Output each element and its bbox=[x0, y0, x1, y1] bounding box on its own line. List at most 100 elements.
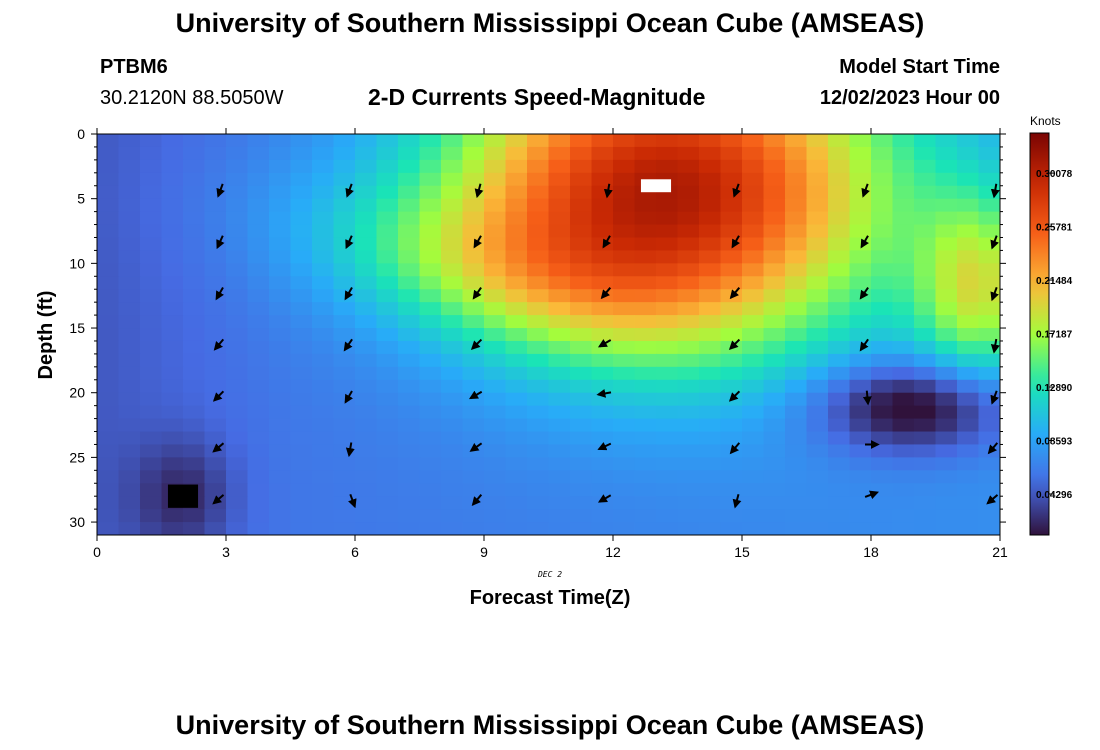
heatmap-cell bbox=[806, 509, 829, 523]
heatmap-cell bbox=[290, 366, 313, 381]
heatmap-cell bbox=[548, 405, 571, 420]
heatmap-cell bbox=[462, 237, 485, 252]
heatmap-cell bbox=[742, 405, 765, 420]
heatmap-cell bbox=[871, 263, 894, 277]
heatmap-cell bbox=[140, 237, 163, 252]
heatmap-cell bbox=[570, 418, 593, 433]
heatmap-cell bbox=[269, 522, 292, 535]
heatmap-cell bbox=[140, 353, 163, 368]
heatmap-cell bbox=[183, 263, 206, 277]
heatmap-cell bbox=[355, 509, 378, 523]
heatmap-cell bbox=[312, 289, 335, 303]
heatmap-cell bbox=[505, 315, 528, 329]
heatmap-cell bbox=[742, 509, 765, 523]
heatmap-cell bbox=[333, 134, 356, 148]
heatmap-cell bbox=[527, 405, 550, 420]
heatmap-cell bbox=[269, 276, 292, 290]
heatmap-cell bbox=[720, 185, 743, 200]
heatmap-cell bbox=[720, 509, 743, 523]
heatmap-cell bbox=[591, 444, 614, 458]
heatmap-cell bbox=[333, 392, 356, 407]
heatmap-cell bbox=[806, 159, 829, 174]
current-vector bbox=[212, 442, 225, 453]
heatmap-cell bbox=[204, 379, 227, 394]
heatmap-cell bbox=[570, 444, 593, 458]
heatmap-cell bbox=[161, 289, 184, 303]
heatmap-cell bbox=[204, 509, 227, 523]
heatmap-cell bbox=[828, 237, 851, 252]
heatmap-cell bbox=[892, 198, 915, 213]
heatmap-cell bbox=[183, 172, 206, 187]
heatmap-cell bbox=[226, 392, 249, 407]
heatmap-cell bbox=[247, 134, 270, 148]
heatmap-cell bbox=[161, 315, 184, 329]
heatmap-cell bbox=[419, 146, 442, 161]
heatmap-cell bbox=[806, 353, 829, 368]
heatmap-cell bbox=[290, 431, 313, 446]
heatmap-cell bbox=[871, 159, 894, 174]
heatmap-cell bbox=[548, 263, 571, 277]
current-vector bbox=[344, 390, 354, 404]
heatmap-cell bbox=[892, 418, 915, 433]
heatmap-cell bbox=[763, 483, 786, 497]
heatmap-cell bbox=[333, 211, 356, 226]
heatmap-cell bbox=[140, 250, 163, 264]
heatmap-cell bbox=[226, 263, 249, 277]
current-vector bbox=[732, 183, 741, 198]
heatmap-cell bbox=[806, 366, 829, 381]
heatmap-cell bbox=[720, 211, 743, 226]
heatmap-cell bbox=[161, 379, 184, 394]
heatmap-cell bbox=[97, 315, 120, 329]
heatmap-cell bbox=[591, 263, 614, 277]
heatmap-cell bbox=[140, 379, 163, 394]
heatmap-cell bbox=[247, 509, 270, 523]
heatmap-cell bbox=[269, 211, 292, 226]
heatmap-cell bbox=[505, 224, 528, 239]
heatmap-cell bbox=[849, 379, 872, 394]
heatmap-cell bbox=[355, 198, 378, 213]
heatmap-cell bbox=[376, 509, 399, 523]
heatmap-cell bbox=[355, 340, 378, 355]
heatmap-cell bbox=[591, 211, 614, 226]
heatmap-cell bbox=[613, 172, 636, 187]
heatmap-cell bbox=[441, 444, 464, 458]
heatmap-cell bbox=[720, 405, 743, 420]
heatmap-cell bbox=[957, 146, 980, 161]
heatmap-cell bbox=[548, 509, 571, 523]
heatmap-cell bbox=[591, 457, 614, 471]
heatmap-cell bbox=[376, 276, 399, 290]
heatmap-cell bbox=[935, 250, 958, 264]
heatmap-cell bbox=[527, 250, 550, 264]
heatmap-cell bbox=[333, 263, 356, 277]
heatmap-cell bbox=[914, 353, 937, 368]
heatmap-cell bbox=[204, 353, 227, 368]
heatmap-cell bbox=[290, 198, 313, 213]
heatmap-cell bbox=[978, 237, 1000, 252]
heatmap-cell bbox=[398, 353, 421, 368]
heatmap-cell bbox=[376, 146, 399, 161]
heatmap-cell bbox=[892, 185, 915, 200]
heatmap-cell bbox=[785, 263, 808, 277]
heatmap-cell bbox=[935, 392, 958, 407]
heatmap-cell bbox=[720, 250, 743, 264]
heatmap-cell bbox=[871, 392, 894, 407]
heatmap-cell bbox=[204, 198, 227, 213]
heatmap-cell bbox=[204, 496, 227, 510]
heatmap-cell bbox=[441, 146, 464, 161]
heatmap-cell bbox=[677, 509, 700, 523]
heatmap-cell bbox=[763, 302, 786, 316]
heatmap-cell bbox=[419, 444, 442, 458]
heatmap-cell bbox=[118, 263, 141, 277]
heatmap-cell bbox=[677, 379, 700, 394]
heatmap-cell bbox=[806, 496, 829, 510]
heatmap-cell bbox=[183, 509, 206, 523]
heatmap-cell bbox=[849, 185, 872, 200]
heatmap-cell bbox=[914, 522, 937, 535]
heatmap-cell bbox=[677, 444, 700, 458]
heatmap-cell bbox=[742, 366, 765, 381]
heatmap-cell bbox=[269, 483, 292, 497]
heatmap-cell bbox=[656, 250, 679, 264]
heatmap-cell bbox=[763, 315, 786, 329]
heatmap-cell bbox=[183, 159, 206, 174]
heatmap bbox=[97, 134, 1000, 535]
